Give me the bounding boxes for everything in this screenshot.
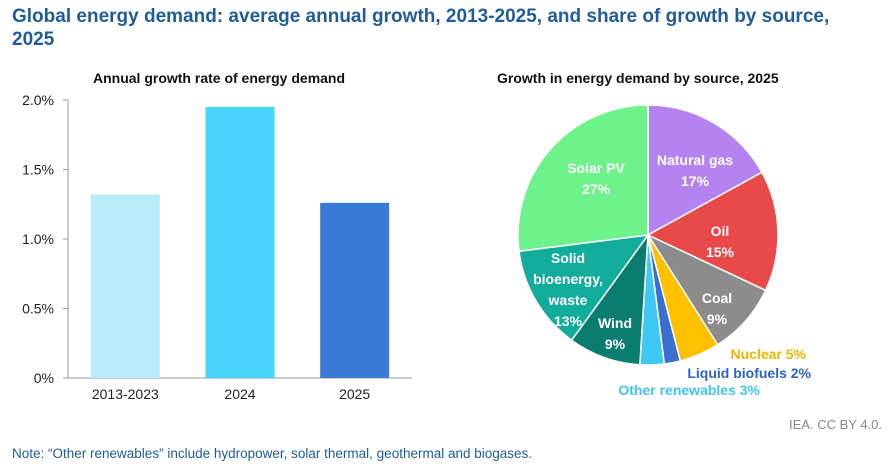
footnote: Note: “Other renewables” include hydropo… [12,446,533,461]
bar [320,202,390,378]
y-tick-label: 0.5% [22,301,54,317]
slice-label: Liquid biofuels 2% [687,365,811,381]
pie-slice [647,104,763,237]
slice-label: Other renewables 3% [618,382,760,398]
slice-label: 17% [681,173,710,189]
pie-slice [517,104,649,253]
x-tick-label: 2025 [339,386,370,402]
y-tick-label: 1.5% [22,162,54,178]
slice-label: Oil [711,223,730,239]
bar [90,194,160,378]
slice-label: waste [548,292,588,308]
y-tick-label: 0% [34,370,54,386]
slice-label: Solar PV [567,160,625,176]
slice-label: 15% [706,244,735,260]
x-tick-label: 2024 [224,386,255,402]
slice-label: bioenergy, [533,271,603,287]
slice-label: Wind [598,315,632,331]
slice-label: Solid [551,250,585,266]
bar [205,106,275,378]
pie-slice [518,234,650,342]
slice-label: 27% [582,181,611,197]
y-tick-label: 1.0% [22,231,54,247]
slice-label: Coal [702,290,732,306]
figure-title: Global energy demand: average annual gro… [12,6,830,50]
slice-label: 9% [605,336,626,352]
pie-slice [646,171,779,292]
bar-chart-title: Annual growth rate of energy demand [93,70,346,86]
slice-label: 9% [707,311,728,327]
slice-label: Nuclear 5% [731,346,807,362]
y-tick-label: 2.0% [22,92,54,108]
slice-label: 13% [554,313,583,329]
x-tick-label: 2013-2023 [92,386,159,402]
source-credit: IEA. CC BY 4.0. [789,417,882,432]
pie-chart-title: Growth in energy demand by source, 2025 [497,70,779,86]
slice-label: Natural gas [657,152,733,168]
